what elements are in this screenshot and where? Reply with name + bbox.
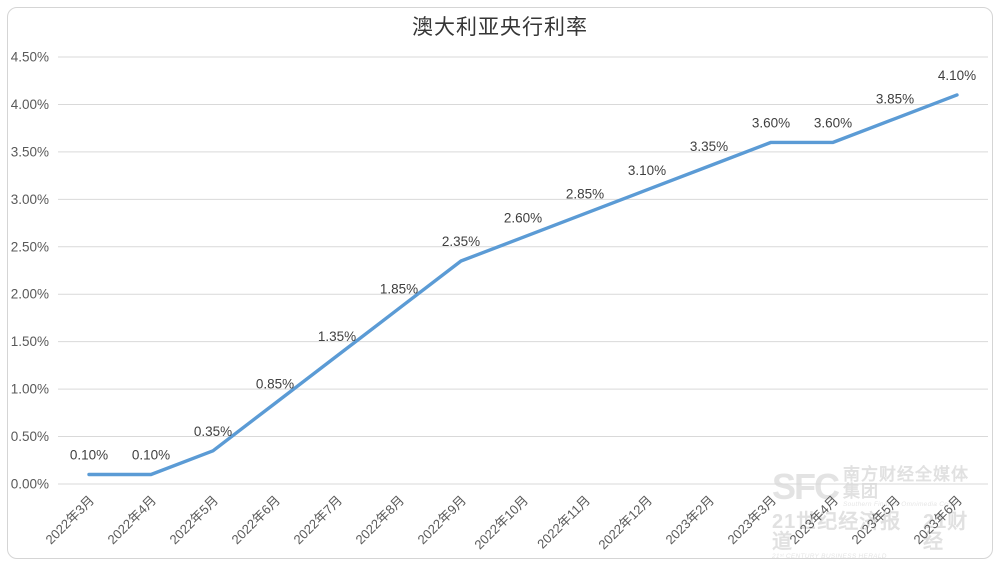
watermark-corp-name-en: Southern Finance Omnimedia Corp. xyxy=(843,501,957,508)
y-tick-label: 0.50% xyxy=(11,429,49,444)
x-tick-label: 2022年12月 xyxy=(595,493,655,553)
y-tick-label: 3.00% xyxy=(11,192,49,207)
y-tick-label: 0.00% xyxy=(11,477,49,492)
y-tick-label: 1.50% xyxy=(11,334,49,349)
data-label: 1.35% xyxy=(318,329,356,344)
x-tick-label: 2022年5月 xyxy=(167,493,222,548)
data-label: 0.85% xyxy=(256,376,294,391)
x-tick-label: 2023年4月 xyxy=(787,493,842,548)
x-tick-label: 2022年11月 xyxy=(534,493,593,552)
data-label: 2.35% xyxy=(442,234,480,249)
y-tick-label: 1.00% xyxy=(11,382,49,397)
rate-line-series xyxy=(87,93,959,477)
data-label: 0.35% xyxy=(194,424,232,439)
data-label: 3.60% xyxy=(814,115,852,130)
y-tick-label: 4.00% xyxy=(11,97,49,112)
watermark-corp-name: 南方财经全媒体集团 xyxy=(843,465,969,501)
data-label: 4.10% xyxy=(938,68,976,83)
sfc-logo: SFC xyxy=(772,466,840,508)
x-tick-label: 2023年5月 xyxy=(849,493,904,548)
chart-card-frame xyxy=(7,7,993,559)
sfc-watermark: SFC 南方财经全媒体集团 Southern Finance Omnimedia… xyxy=(772,466,986,560)
x-tick-label: 2022年4月 xyxy=(105,493,160,548)
data-label: 3.10% xyxy=(628,163,666,178)
watermark-row-1: SFC 南方财经全媒体集团 Southern Finance Omnimedia… xyxy=(772,466,986,509)
data-label: 3.85% xyxy=(876,92,914,107)
x-tick-label: 2022年3月 xyxy=(43,493,98,548)
data-label: 2.85% xyxy=(566,187,604,202)
x-tick-label: 2023年2月 xyxy=(663,493,718,548)
x-tick-label: 2022年7月 xyxy=(291,493,346,548)
y-tick-label: 4.50% xyxy=(11,50,49,65)
data-label: 0.10% xyxy=(70,448,108,463)
watermark-herald-name: 21世纪经济报道 xyxy=(772,510,902,553)
watermark-herald-name-en: 21ˢᵗ CENTURY BUSINESS HERALD xyxy=(772,552,887,560)
data-label: 2.60% xyxy=(504,210,542,225)
data-label: 3.35% xyxy=(690,139,728,154)
x-tick-label: 2022年10月 xyxy=(471,493,531,553)
watermark-brand-name: 21财经 xyxy=(922,510,969,553)
y-tick-label: 3.50% xyxy=(11,144,49,159)
y-tick-label: 2.50% xyxy=(11,239,49,254)
x-tick-label: 2023年6月 xyxy=(911,493,966,548)
y-tick-label: 2.00% xyxy=(11,287,49,302)
x-tick-label: 2022年8月 xyxy=(353,493,408,548)
data-label: 1.85% xyxy=(380,281,418,296)
x-tick-label: 2022年6月 xyxy=(229,493,284,548)
data-label: 3.60% xyxy=(752,115,790,130)
watermark-row-2: 21世纪经济报道 21ˢᵗ CENTURY BUSINESS HERALD 21… xyxy=(772,512,986,561)
x-tick-label: 2023年3月 xyxy=(725,493,780,548)
x-tick-label: 2022年9月 xyxy=(415,493,470,548)
data-label: 0.10% xyxy=(132,448,170,463)
chart-title: 澳大利亚央行利率 xyxy=(412,15,588,39)
